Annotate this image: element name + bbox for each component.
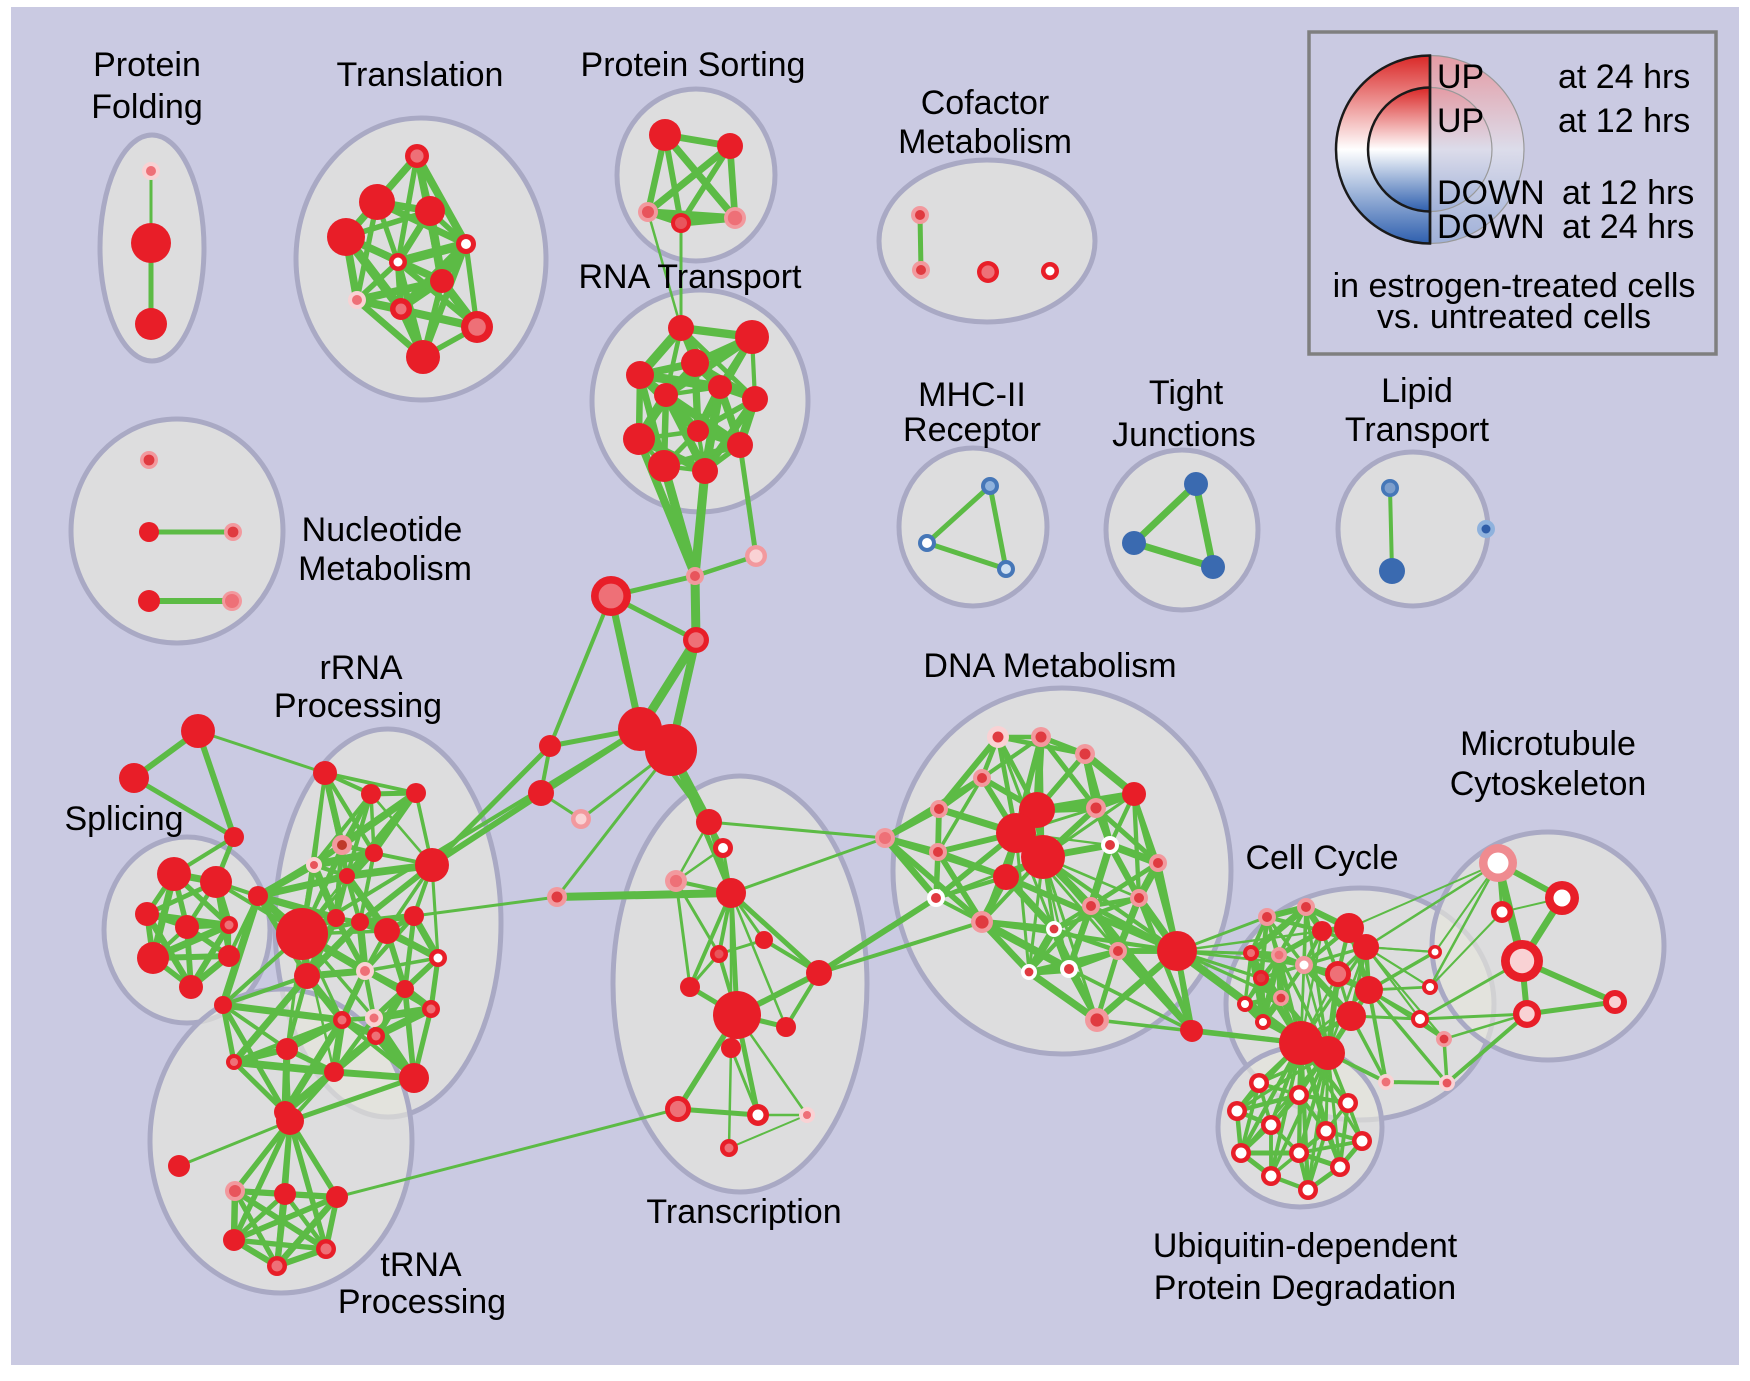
svg-text:Tight: Tight [1149,374,1224,412]
svg-text:Lipid: Lipid [1381,372,1453,410]
svg-text:Cytoskeleton: Cytoskeleton [1450,765,1647,803]
svg-text:Splicing: Splicing [64,800,183,838]
svg-text:Translation: Translation [337,56,504,94]
svg-text:DNA Metabolism: DNA Metabolism [923,647,1176,685]
svg-text:Receptor: Receptor [903,411,1041,449]
svg-text:Protein: Protein [93,46,201,84]
svg-text:Microtubule: Microtubule [1460,725,1636,763]
svg-text:DOWN: DOWN [1437,174,1545,212]
svg-text:at 24 hrs: at 24 hrs [1558,58,1690,96]
svg-text:UP: UP [1437,58,1484,96]
svg-text:MHC-II: MHC-II [918,376,1026,414]
svg-text:at 24 hrs: at 24 hrs [1562,208,1694,246]
svg-text:Cofactor: Cofactor [921,84,1050,122]
svg-text:Folding: Folding [91,88,203,126]
svg-text:Transport: Transport [1345,411,1490,449]
svg-text:Metabolism: Metabolism [898,123,1072,161]
svg-text:DOWN: DOWN [1437,208,1545,246]
svg-text:Junctions: Junctions [1112,416,1256,454]
svg-text:Processing: Processing [338,1283,506,1321]
svg-text:tRNA: tRNA [380,1246,462,1284]
svg-text:Cell Cycle: Cell Cycle [1245,839,1398,877]
svg-text:Transcription: Transcription [646,1193,841,1231]
svg-text:Processing: Processing [274,687,442,725]
svg-text:Protein Degradation: Protein Degradation [1154,1269,1456,1307]
svg-text:Nucleotide: Nucleotide [302,511,463,549]
svg-text:Metabolism: Metabolism [298,550,472,588]
svg-text:at 12 hrs: at 12 hrs [1558,102,1690,140]
svg-text:UP: UP [1437,102,1484,140]
svg-text:Ubiquitin-dependent: Ubiquitin-dependent [1153,1227,1458,1265]
svg-text:at 12 hrs: at 12 hrs [1562,174,1694,212]
svg-text:rRNA: rRNA [319,649,402,687]
svg-text:RNA Transport: RNA Transport [579,258,803,296]
svg-text:in estrogen-treated cells: in estrogen-treated cells [1333,267,1696,305]
svg-text:Protein Sorting: Protein Sorting [581,46,806,84]
svg-text:vs. untreated cells: vs. untreated cells [1377,298,1651,336]
